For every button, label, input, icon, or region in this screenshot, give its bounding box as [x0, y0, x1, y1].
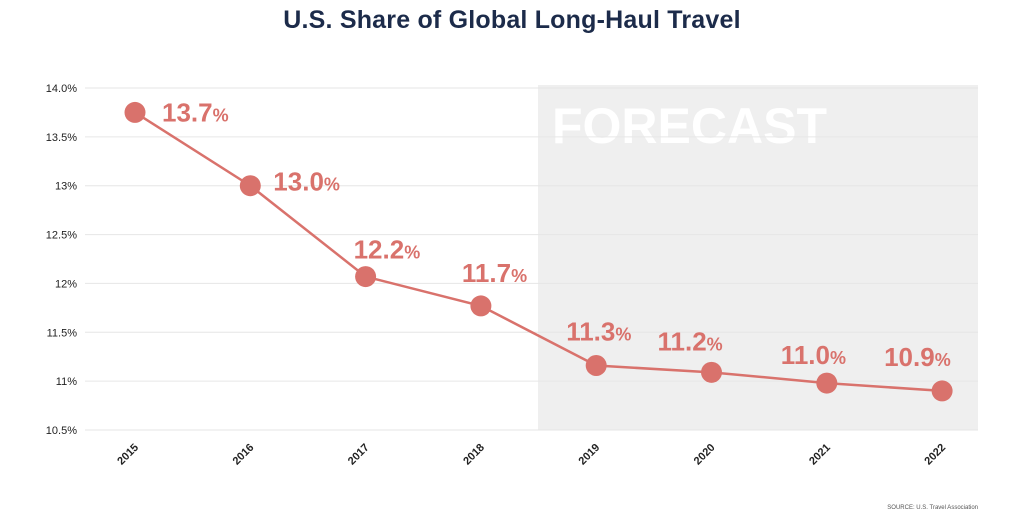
x-tick-label: 2019	[577, 442, 603, 468]
y-tick-label: 12.5%	[46, 230, 77, 242]
y-tick-label: 12%	[55, 278, 77, 290]
y-axis: 10.5% 11% 11.5% 12% 12.5% 13% 13.5% 14.0%	[46, 83, 77, 437]
x-tick-label: 2015	[115, 442, 141, 468]
x-tick-label: 2016	[231, 442, 257, 468]
data-label: 13.0%	[273, 167, 340, 197]
x-tick-label: 2022	[922, 442, 948, 468]
data-point	[355, 266, 377, 288]
data-label: 11.0%	[781, 340, 846, 370]
data-point	[124, 101, 146, 123]
data-label: 11.3%	[566, 317, 631, 347]
x-tick-label: 2017	[346, 442, 372, 468]
y-tick-label: 13.5%	[46, 132, 77, 144]
data-point	[816, 372, 838, 394]
data-label: 12.2%	[354, 235, 421, 265]
source-note: SOURCE: U.S. Travel Association	[887, 505, 978, 511]
series-line	[134, 111, 943, 393]
x-tick-label: 2018	[461, 442, 487, 468]
data-point	[470, 295, 492, 317]
x-axis: 2015 2016 2017 2018 2019 2020 2021 2022	[115, 442, 948, 468]
forecast-region	[538, 85, 978, 430]
data-point	[585, 355, 607, 377]
y-tick-label: 13%	[55, 181, 77, 193]
data-label: 10.9%	[884, 342, 951, 372]
data-label: 11.7%	[462, 258, 527, 288]
data-point	[239, 175, 261, 197]
data-label: 11.2%	[658, 326, 723, 356]
y-tick-label: 11.5%	[47, 327, 78, 339]
x-tick-label: 2021	[807, 442, 833, 468]
chart-title: U.S. Share of Global Long-Haul Travel	[283, 6, 741, 34]
data-point	[701, 361, 722, 383]
y-tick-label: 14.0%	[46, 83, 77, 95]
y-tick-label: 10.5%	[46, 425, 77, 437]
x-tick-label: 2020	[692, 442, 718, 468]
data-labels: 13.7% 13.0% 12.2% 11.7% 11.3% 11.2% 11.0% 10.9%	[162, 97, 951, 371]
forecast-label: FORECAST	[552, 98, 827, 154]
data-point	[931, 380, 953, 402]
data-label: 13.7%	[162, 97, 229, 127]
y-tick-label: 11%	[56, 376, 77, 388]
data-points	[124, 101, 953, 402]
